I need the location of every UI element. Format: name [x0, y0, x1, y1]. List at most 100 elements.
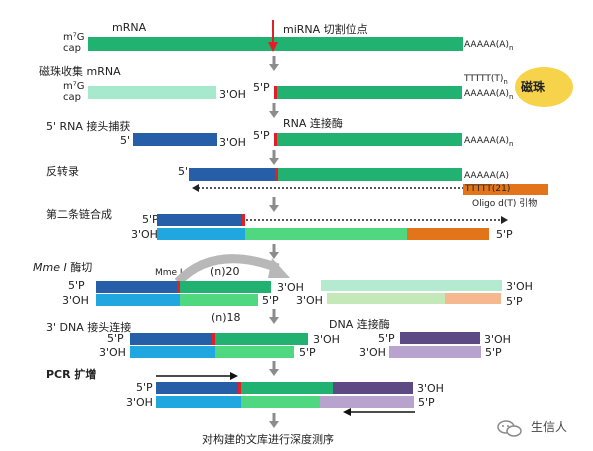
cap-label-line1-b: m⁷G — [63, 81, 85, 92]
watermark-text: 生信人 — [531, 420, 568, 434]
cut-mark-r5 — [242, 214, 245, 226]
step-mmei-title: Mme I 酶切 — [33, 261, 93, 274]
p5-label-r7-adapter: 5'P — [378, 332, 395, 345]
dna-adapter-bottom-r8 — [320, 396, 414, 408]
p5-label-r5: 5'P — [142, 213, 159, 226]
oh3-label-r6-b: 3'OH — [62, 294, 89, 307]
oh3-label-r7-adapter-b: 3'OH — [359, 346, 386, 359]
mrna-5-fragment-bar — [88, 86, 216, 99]
rna-ligase-label: RNA 连接酶 — [283, 117, 343, 130]
mrna-fragment-bar-r3 — [274, 133, 462, 146]
cut-mark-r8 — [238, 382, 241, 394]
oh3-label-r6: 3'OH — [277, 281, 304, 294]
p5-label-r7-adapter-b: 5'P — [485, 346, 502, 359]
p5-label-r8: 5'P — [136, 381, 153, 394]
rt-extension-arrow-icon — [192, 184, 464, 192]
p5-label-r7: 5'P — [107, 332, 124, 345]
p5-label-r8-b: 5'P — [418, 396, 435, 409]
step-second-strand-title: 第二条链合成 — [46, 208, 112, 221]
step-rna-adapter-title: 5' RNA 接头捕获 — [46, 120, 131, 133]
magnetic-bead-label: 磁珠 — [521, 80, 546, 94]
oh3-label-r7-adapter: 3'OH — [484, 333, 511, 346]
step-arrow-2-icon — [269, 103, 279, 118]
rna-adapter-bar-r4 — [189, 168, 277, 181]
cdna-adapter-r7 — [130, 346, 215, 358]
n18-label: (n)18 — [211, 311, 241, 324]
step-arrow-5-icon — [269, 244, 279, 259]
oh3-label-r2: 3'OH — [219, 88, 246, 101]
discarded-top-r6 — [321, 280, 502, 291]
cut-mark-r4 — [275, 168, 278, 181]
p5-label-r6: 5'P — [68, 279, 85, 292]
step-arrow-8-icon — [269, 413, 279, 428]
tag-bottom-r7 — [215, 346, 294, 358]
polyt-label: TTTTT(T)n — [464, 74, 508, 86]
cut-mark-r7 — [212, 333, 215, 345]
mrna-fragment-bar-r4 — [277, 168, 462, 181]
discarded-primer-r6 — [445, 293, 501, 304]
mrna-3-fragment-bar — [274, 86, 462, 99]
dna-adapter-bottom — [389, 346, 481, 358]
tag-bottom-r8 — [241, 396, 320, 408]
step-arrow-4-icon — [269, 197, 279, 212]
oh3-label-r7-b: 3'OH — [99, 346, 126, 359]
cdna-adapter-r8 — [156, 396, 241, 408]
p5-label-r2: 5'P — [253, 81, 270, 94]
cdna-adapter-r6 — [96, 294, 180, 306]
step-bead-capture-title: 磁珠收集 mRNA — [39, 65, 121, 78]
oh3-label-r5: 3'OH — [131, 228, 158, 241]
cap-label-line2-b: cap — [63, 92, 81, 103]
tag-top-r6 — [180, 281, 271, 293]
oh3-label-r8: 3'OH — [417, 382, 444, 395]
polya-plain-label: AAAAA(A) — [464, 171, 509, 181]
cut-mark-r6 — [177, 281, 180, 293]
polya-label-1: AAAAA(A)n — [464, 40, 514, 52]
tag-bottom-r6 — [180, 294, 258, 306]
magnetic-bead — [515, 67, 573, 107]
dna-ligase-label: DNA 连接酶 — [329, 318, 390, 331]
adapter-top-r5 — [157, 214, 243, 226]
second-strand-extension-arrow-icon — [246, 216, 508, 224]
n20-label: (n)20 — [210, 265, 240, 278]
cdna-mrna-r5 — [245, 228, 407, 240]
adapter-top-r8 — [156, 382, 239, 394]
polya-label-2: AAAAA(A)n — [464, 89, 514, 101]
oligo-dt-label: TTTTT(21) — [465, 184, 511, 194]
five-prime-label-r4: 5' — [178, 165, 189, 178]
cdna-primer-r5 — [407, 228, 489, 240]
cut-mark-r3 — [274, 133, 277, 146]
mirna-cut-site-label: miRNA 切割位点 — [283, 23, 368, 36]
mmei-site-label: Mme I — [155, 268, 183, 278]
discarded-mid-r6 — [327, 293, 445, 304]
p5-label-r6-b: 5'P — [262, 294, 279, 307]
five-prime-label-r3: 5' — [120, 134, 131, 147]
p5-label-r3: 5'P — [253, 129, 270, 142]
wechat-icon — [497, 420, 522, 437]
dna-adapter-top-r8 — [333, 382, 413, 394]
step-dna-adapter-title: 3' DNA 接头连接 — [46, 321, 132, 334]
oh3-label-r6-right: 3'OH — [506, 280, 533, 293]
step-rt-title: 反转录 — [46, 165, 79, 178]
dna-adapter-top — [400, 332, 480, 344]
oh3-label-r3: 3'OH — [219, 136, 246, 149]
oh3-label-r7: 3'OH — [313, 333, 340, 346]
step-pcr-title: PCR 扩增 — [46, 368, 97, 381]
cdna-adapter-r5 — [157, 228, 245, 240]
cut-mark-r2 — [274, 86, 277, 99]
cap-label-line2: cap — [63, 43, 81, 54]
step-arrow-3-icon — [269, 150, 279, 165]
adapter-top-r7 — [130, 333, 213, 345]
mrna-label: mRNA — [112, 21, 147, 34]
final-step-label: 对构建的文库进行深度测序 — [202, 433, 334, 446]
rna-adapter-bar — [133, 133, 217, 146]
tag-top-r7 — [215, 333, 308, 345]
p5-label-r5-right: 5'P — [496, 228, 513, 241]
oh3-label-r6-left: 3'OH — [296, 294, 323, 307]
pcr-forward-primer-arrow-icon — [156, 372, 238, 380]
oh3-label-r8-b: 3'OH — [126, 396, 153, 409]
oligo-dt-primer-label: Oligo d(T) 引物 — [472, 199, 538, 209]
p5-label-r6-right: 5'P — [506, 295, 523, 308]
adapter-top-r6 — [96, 281, 179, 293]
cut-site-arrow-icon — [268, 20, 278, 52]
